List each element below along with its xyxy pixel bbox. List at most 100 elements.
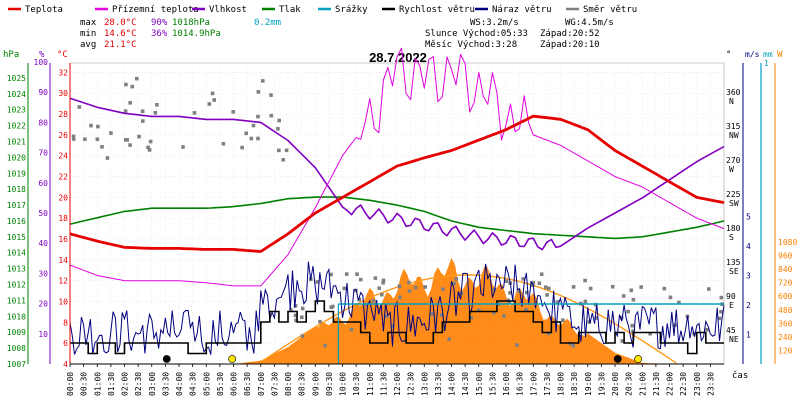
- tick-dir-deg: 90: [726, 292, 736, 301]
- wind-direction-point: [555, 300, 560, 304]
- moonrise-info: Měsíc Východ:3:28: [425, 40, 517, 50]
- tick-dir-deg: 270: [726, 156, 741, 165]
- x-tick-label: 15:00: [475, 372, 484, 396]
- wind-direction-point: [83, 137, 87, 141]
- wind-direction-point: [284, 148, 289, 153]
- x-tick-label: 22:00: [666, 372, 675, 396]
- tick-w: 1080: [778, 238, 797, 247]
- tick-hpa: 1008: [7, 344, 26, 353]
- stat-min-press: 1014.9hPa: [172, 29, 221, 39]
- tick-w: 840: [778, 265, 793, 274]
- wind-direction-point: [141, 119, 145, 123]
- axis-unit-degc: °C: [57, 50, 68, 60]
- tick-hpa: 1025: [7, 74, 26, 83]
- wind-direction-point: [181, 145, 185, 149]
- wind-direction-point: [77, 105, 82, 109]
- wind-direction-point: [492, 310, 496, 315]
- tick-degc: 12: [58, 277, 68, 286]
- tick-pct: 20: [38, 300, 48, 309]
- x-tick-label: 14:00: [448, 372, 457, 396]
- tick-ms: 3: [746, 272, 751, 281]
- wind-direction-point: [315, 280, 320, 284]
- x-tick-label: 07:30: [270, 372, 279, 396]
- tick-hpa: 1014: [7, 249, 26, 258]
- stat-avg-label: avg: [80, 40, 96, 50]
- stat-avg-temp: 21.1°C: [104, 40, 137, 50]
- wind-direction-point: [289, 308, 293, 312]
- wind-direction-point: [539, 272, 544, 276]
- wind-speed-avg: WS:3.2m/s: [470, 18, 519, 28]
- wind-direction-point: [71, 134, 76, 139]
- tick-pct: 40: [38, 239, 48, 248]
- tick-mm: 1: [764, 59, 769, 68]
- wind-direction-point: [588, 286, 593, 291]
- wind-direction-point: [524, 307, 528, 312]
- wind-gust-avg: WG:4.5m/s: [565, 18, 614, 28]
- x-tick-label: 22:30: [679, 372, 688, 396]
- tick-dir-deg: 225: [726, 190, 741, 199]
- x-tick-label: 00:30: [80, 372, 89, 396]
- wind-direction-point: [629, 288, 634, 293]
- wind-direction-point: [397, 284, 402, 288]
- wind-direction-point: [135, 76, 139, 81]
- ground-temp-line: [69, 47, 725, 287]
- tick-hpa: 1024: [7, 90, 26, 99]
- stats-panel: max 28.0°C 90% 1018hPa 0.2mm min 14.6°C …: [80, 18, 614, 50]
- tick-dir-deg: 135: [726, 258, 741, 267]
- wind-direction-point: [300, 315, 304, 320]
- legend-label-rain: Srážky: [335, 5, 368, 15]
- legend-label-feels: Přízemní teplota: [112, 5, 199, 15]
- x-tick-label: 14:30: [461, 372, 470, 396]
- wind-direction-point: [100, 145, 104, 149]
- humidity-line: [69, 97, 725, 251]
- wind-direction-point: [440, 313, 444, 317]
- wind-direction-point: [344, 272, 349, 276]
- wind-direction-point: [639, 285, 643, 289]
- wind-direction-point: [231, 110, 235, 114]
- wind-direction-point: [318, 319, 322, 324]
- x-tick-label: 02:00: [121, 372, 130, 396]
- wind-direction-point: [677, 300, 681, 305]
- tick-pct: 10: [38, 330, 48, 339]
- tick-hpa: 1012: [7, 281, 26, 290]
- sunset-info: Západ:20:52: [540, 29, 600, 39]
- tick-dir-label: E: [729, 301, 734, 310]
- axis-unit-pct: %: [39, 50, 45, 60]
- tick-hpa: 1015: [7, 233, 26, 242]
- x-tick-label: 18:30: [570, 372, 579, 396]
- wind-direction-point: [719, 295, 724, 300]
- tick-pct: 90: [38, 88, 48, 97]
- x-axis-label: čas: [732, 370, 748, 381]
- tick-hpa: 1011: [7, 296, 26, 305]
- tick-hpa: 1009: [7, 328, 26, 337]
- wind-direction-point: [508, 291, 512, 295]
- x-tick-label: 05:00: [202, 372, 211, 396]
- x-tick-label: 02:30: [134, 372, 143, 396]
- tick-degc: 28: [58, 110, 68, 119]
- x-tick-label: 18:00: [557, 372, 566, 396]
- wind-direction-point: [269, 93, 273, 97]
- tick-hpa: 1013: [7, 265, 26, 274]
- wind-direction-point: [207, 102, 212, 106]
- wind-direction-point: [454, 277, 458, 281]
- wind-direction-point: [469, 316, 473, 320]
- wind-speed-series: [70, 300, 724, 355]
- wind-direction-point: [521, 277, 525, 281]
- axes: hPa% °C1025102410231022102110201019101810…: [3, 50, 797, 369]
- tick-dir-label: N: [729, 97, 734, 106]
- tick-hpa: 1019: [7, 169, 26, 178]
- x-tick-label: 06:30: [243, 372, 252, 396]
- wind-direction-point: [583, 299, 588, 304]
- wind-direction-point: [95, 137, 100, 141]
- moon-marker-0: [162, 355, 171, 363]
- x-tick-label: 23:30: [706, 372, 715, 396]
- x-tick-label: 05:30: [216, 372, 225, 396]
- x-tick-label: 09:30: [325, 372, 334, 396]
- wind-direction-point: [631, 329, 635, 333]
- x-tick-label: 17:30: [543, 372, 552, 396]
- series-lines: [69, 47, 725, 287]
- tick-w: 240: [778, 333, 793, 342]
- tick-dir-label: SW: [729, 199, 739, 208]
- wind-direction-point: [212, 98, 216, 102]
- wind-direction-point: [544, 285, 548, 289]
